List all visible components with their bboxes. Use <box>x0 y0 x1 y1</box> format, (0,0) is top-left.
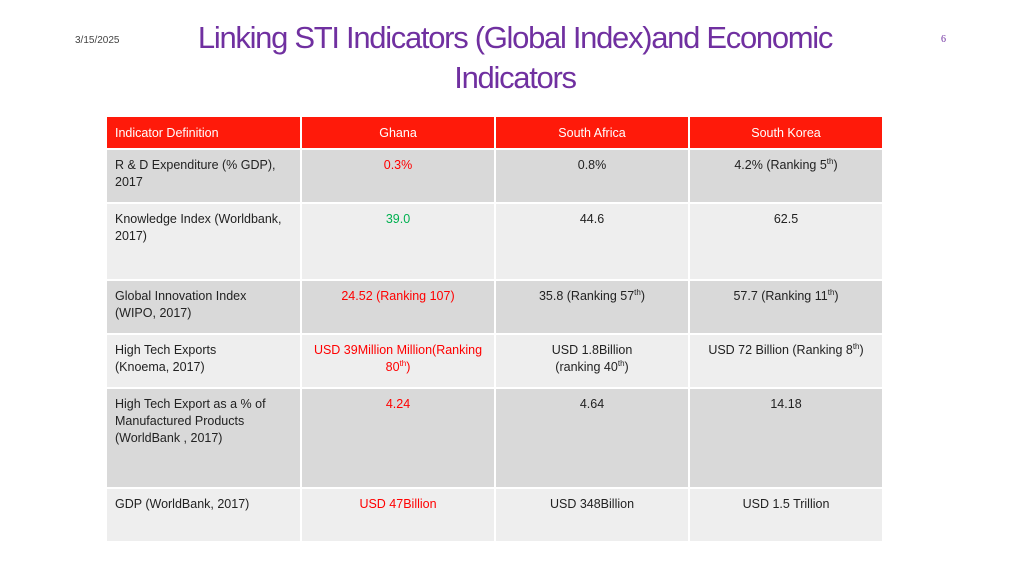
south-africa-cell: 4.64 <box>495 388 690 489</box>
value-text: 80 <box>385 360 400 374</box>
table-row-knowledge-index: Knowledge Index (Worldbank, 2017) 39.0 4… <box>107 203 884 281</box>
south-korea-cell: USD 1.5 Trillion <box>689 488 884 543</box>
slide-title-line-2: Indicators <box>454 60 577 95</box>
ordinal-suffix: th <box>826 156 834 166</box>
ghana-cell: 0.3% <box>301 149 496 204</box>
slide-date: 3/15/2025 <box>75 35 120 46</box>
indicator-text: High Tech Exports <box>115 343 217 357</box>
ghana-cell: 24.52 (Ranking 107) <box>301 280 496 335</box>
slide-title: Linking STI Indicators (Global Index)and… <box>150 18 880 98</box>
indicator-cell: GDP (WorldBank, 2017) <box>107 488 302 543</box>
south-korea-cell: 57.7 (Ranking 11th) <box>689 280 884 335</box>
table-row-high-tech-exports: High Tech Exports (Knoema, 2017) USD 39M… <box>107 334 884 389</box>
value-text: ) <box>406 360 411 374</box>
ghana-cell: 39.0 <box>301 203 496 281</box>
south-africa-cell: 44.6 <box>495 203 690 281</box>
value-text: (ranking 40 <box>555 360 618 374</box>
indicator-text: Manufactured Products <box>115 414 245 428</box>
indicator-text: (WIPO, 2017) <box>115 306 192 320</box>
value-text-line-2: (ranking 40th) <box>502 359 682 376</box>
value-text-line-2: 80th) <box>308 359 488 376</box>
value-text: ) <box>834 289 839 303</box>
indicator-text: Knowledge Index (Worldbank, <box>115 212 282 226</box>
header-south-korea: South Korea <box>689 117 884 150</box>
indicator-cell: High Tech Export as a % of Manufactured … <box>107 388 302 489</box>
header-ghana: Ghana <box>301 117 496 150</box>
indicator-text: Global Innovation Index <box>115 289 247 303</box>
ordinal-suffix: th <box>827 287 835 297</box>
table-row-high-tech-export-percent: High Tech Export as a % of Manufactured … <box>107 388 884 489</box>
indicator-text: GDP (WorldBank, 2017) <box>115 497 250 511</box>
value-text: USD 39Million Million(Ranking <box>313 343 483 357</box>
ordinal-suffix: th <box>852 341 860 351</box>
value-text: ) <box>859 343 864 357</box>
south-africa-cell: USD 1.8Billion (ranking 40th) <box>495 334 690 389</box>
indicator-text: High Tech Export as a % of <box>115 397 266 411</box>
table-row-gdp: GDP (WorldBank, 2017) USD 47Billion USD … <box>107 488 884 543</box>
slide-page-number: 6 <box>941 34 946 45</box>
south-africa-cell: 0.8% <box>495 149 690 204</box>
value-text: USD 1.8Billion <box>551 343 633 357</box>
south-africa-cell: 35.8 (Ranking 57th) <box>495 280 690 335</box>
indicator-cell: Global Innovation Index (WIPO, 2017) <box>107 280 302 335</box>
south-africa-cell: USD 348Billion <box>495 488 690 543</box>
value-text: ) <box>624 360 629 374</box>
ordinal-suffix: th <box>617 358 625 368</box>
ordinal-suffix: th <box>399 358 407 368</box>
ghana-cell: USD 39Million Million(Ranking 80th) <box>301 334 496 389</box>
value-text: 57.7 (Ranking 11 <box>733 289 828 303</box>
value-text: 4.2% (Ranking 5 <box>734 158 827 172</box>
indicator-text: (Knoema, 2017) <box>115 360 205 374</box>
table-row-global-innovation-index: Global Innovation Index (WIPO, 2017) 24.… <box>107 280 884 335</box>
slide-title-line-1: Linking STI Indicators (Global Index)and… <box>197 20 833 55</box>
indicator-cell: Knowledge Index (Worldbank, 2017) <box>107 203 302 281</box>
indicator-cell: R & D Expenditure (% GDP), 2017 <box>107 149 302 204</box>
ghana-cell: USD 47Billion <box>301 488 496 543</box>
header-south-africa: South Africa <box>495 117 690 150</box>
table-header-row: Indicator Definition Ghana South Africa … <box>107 117 884 150</box>
south-korea-cell: 62.5 <box>689 203 884 281</box>
ordinal-suffix: th <box>634 287 641 297</box>
south-korea-cell: 4.2% (Ranking 5th) <box>689 149 884 204</box>
header-indicator-definition: Indicator Definition <box>107 117 302 150</box>
indicators-table: Indicator Definition Ghana South Africa … <box>107 117 884 543</box>
south-korea-cell: 14.18 <box>689 388 884 489</box>
table-row-rd-expenditure: R & D Expenditure (% GDP), 2017 0.3% 0.8… <box>107 149 884 204</box>
value-text: ) <box>640 289 646 303</box>
ghana-cell: 4.24 <box>301 388 496 489</box>
value-text: ) <box>833 158 838 172</box>
indicator-cell: High Tech Exports (Knoema, 2017) <box>107 334 302 389</box>
indicator-text: 2017 <box>115 175 143 189</box>
value-text: 35.8 (Ranking 57 <box>538 289 635 303</box>
value-text: USD 72 Billion (Ranking 8 <box>708 343 853 357</box>
indicator-text: R & D Expenditure (% GDP), <box>115 158 276 172</box>
indicator-text: 2017) <box>115 229 147 243</box>
indicator-text: (WorldBank , 2017) <box>115 431 223 445</box>
south-korea-cell: USD 72 Billion (Ranking 8th) <box>689 334 884 389</box>
